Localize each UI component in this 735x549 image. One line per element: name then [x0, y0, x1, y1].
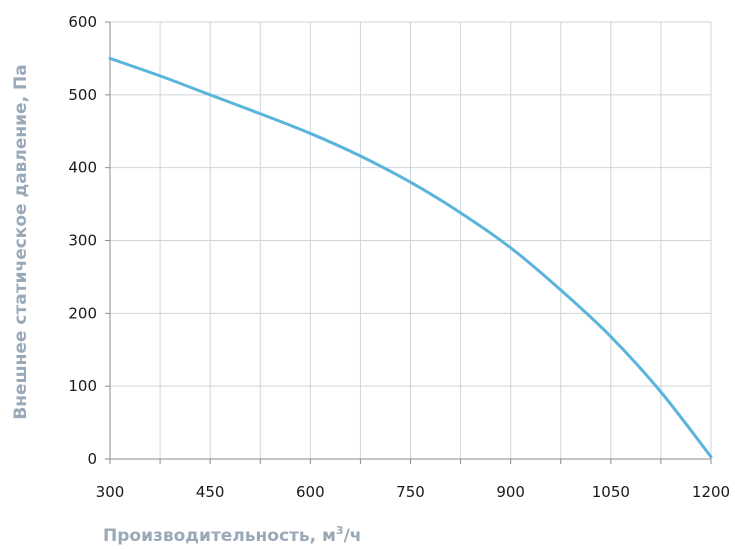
x-axis-title: Производительность, м3/ч — [103, 524, 361, 546]
x-tick-label: 900 — [496, 483, 525, 501]
x-tick-label: 300 — [96, 483, 125, 501]
tick-layer: 0 100 200 300 400 500 600 300 450 600 750 900 1050 12… — [68, 13, 730, 501]
x-tick-label: 750 — [396, 483, 425, 501]
x-axis-title-suffix: /ч — [344, 526, 362, 546]
x-axis-title-main: Производительность, м — [103, 526, 336, 546]
y-tick-label: 500 — [68, 86, 97, 104]
x-tick-label: 1050 — [592, 483, 630, 501]
y-axis-title: Внешнее статическое давление, Па — [11, 64, 31, 419]
x-tick-label: 600 — [296, 483, 325, 501]
x-axis-title-sup: 3 — [336, 524, 344, 537]
y-tick-label: 100 — [68, 377, 97, 395]
grid-layer — [110, 22, 711, 459]
y-tick-label: 200 — [68, 304, 97, 322]
y-tick-label: 0 — [87, 450, 97, 468]
y-tick-label: 400 — [68, 159, 97, 177]
x-tick-label: 1200 — [692, 483, 730, 501]
y-tick-label: 300 — [68, 232, 97, 250]
y-tick-label: 600 — [68, 13, 97, 31]
x-tick-label: 450 — [196, 483, 225, 501]
